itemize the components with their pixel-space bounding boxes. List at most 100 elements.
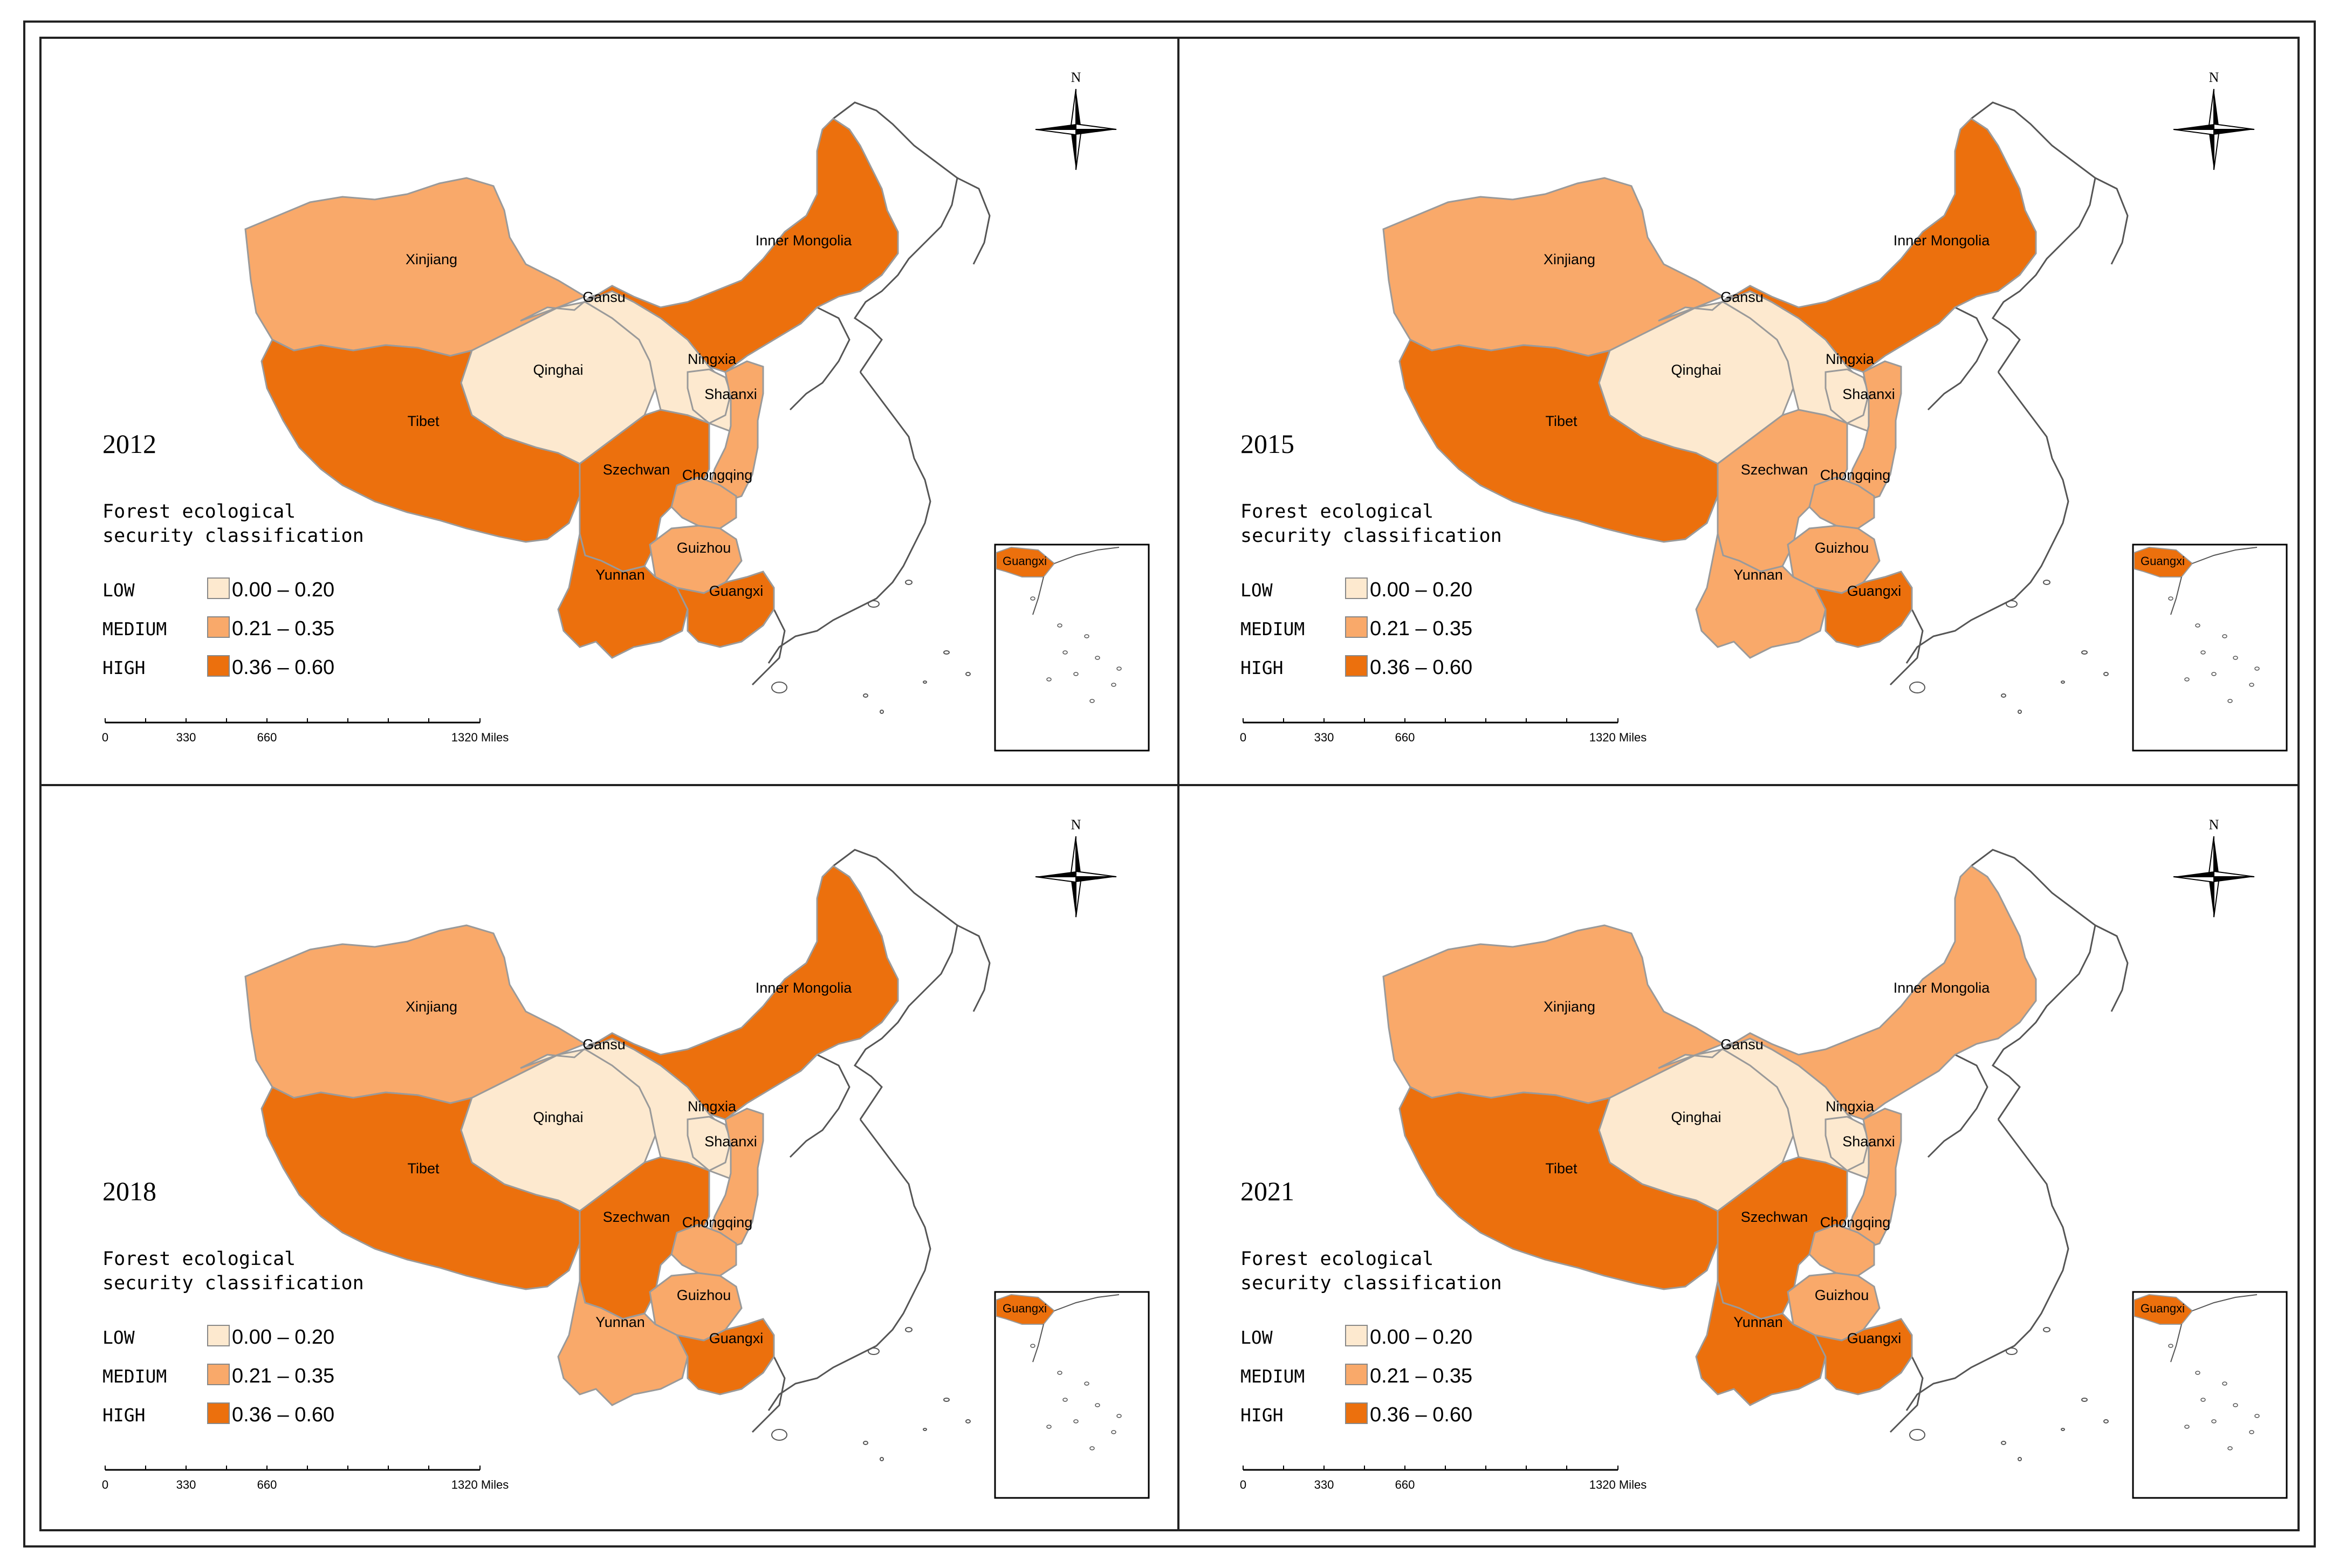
legend-range-high: 0.36 – 0.60 xyxy=(1370,1404,1472,1426)
province-label-shaanxi: Shaanxi xyxy=(704,1133,757,1150)
province-label-gansu: Gansu xyxy=(1720,289,1764,305)
scale-tick-label: 330 xyxy=(176,731,196,744)
scale-bar: 0 330 660 1320 Miles xyxy=(102,1466,509,1491)
province-label-shaanxi: Shaanxi xyxy=(1842,386,1895,402)
legend-title: Forest ecological xyxy=(102,501,296,522)
scale-tick-label: 1320 Miles xyxy=(1589,731,1647,744)
province-ningxia xyxy=(687,1116,732,1172)
province-label-tibet: Tibet xyxy=(1545,413,1577,429)
north-arrow-icon: N xyxy=(1035,70,1117,170)
province-label-gansu: Gansu xyxy=(582,1036,626,1053)
province-inner-mongolia xyxy=(1723,865,2037,1120)
legend: Forest ecological security classification… xyxy=(1240,1248,1502,1426)
scale-tick-label: 0 xyxy=(102,731,108,744)
year-label: 2018 xyxy=(102,1176,156,1206)
province-label-guizhou: Guizhou xyxy=(1815,540,1869,556)
province-layer: Xinjiang Tibet Qinghai Gansu Inner Mongolia N… xyxy=(244,865,899,1406)
province-tibet xyxy=(1398,338,1719,543)
province-label-yunnan: Yunnan xyxy=(1733,1314,1783,1330)
province-guangxi xyxy=(1813,1318,1913,1395)
legend-label-high: HIGH xyxy=(102,657,145,678)
province-shaanxi xyxy=(1846,360,1902,503)
inset-map: Guangxi xyxy=(994,1291,1150,1499)
legend-swatch-low xyxy=(1345,1325,1368,1346)
scale-tick-label: 660 xyxy=(1395,731,1415,744)
province-label-ningxia: Ningxia xyxy=(688,351,737,367)
province-tibet xyxy=(260,338,581,543)
inset-map: Guangxi xyxy=(994,544,1150,752)
year-label: 2015 xyxy=(1240,429,1294,459)
province-label-guangxi: Guangxi xyxy=(1847,1330,1902,1346)
province-label-yunnan: Yunnan xyxy=(595,567,645,583)
legend: Forest ecological security classification… xyxy=(102,1248,364,1426)
legend-subtitle: security classification xyxy=(102,1273,364,1294)
legend-range-medium: 0.21 – 0.35 xyxy=(232,1365,334,1387)
inset-label: Guangxi xyxy=(1003,554,1047,568)
province-chongqing xyxy=(670,476,737,529)
coastline xyxy=(1889,101,2129,714)
legend-title: Forest ecological xyxy=(102,1248,296,1270)
province-label-xinjiang: Xinjiang xyxy=(406,251,457,267)
inset-label: Guangxi xyxy=(2141,1302,2185,1315)
province-label-tibet: Tibet xyxy=(407,1160,440,1177)
province-label-shaanxi: Shaanxi xyxy=(704,386,757,402)
province-label-szechwan: Szechwan xyxy=(603,1209,670,1225)
province-label-chongqing: Chongqing xyxy=(682,1214,753,1230)
scale-tick-label: 1320 Miles xyxy=(451,1478,509,1491)
province-layer: Xinjiang Tibet Qinghai Gansu Inner Mongolia N… xyxy=(1382,865,2037,1406)
legend-range-low: 0.00 – 0.20 xyxy=(1370,579,1472,601)
legend-label-high: HIGH xyxy=(1240,657,1283,678)
year-label: 2021 xyxy=(1240,1176,1294,1206)
province-label-guangxi: Guangxi xyxy=(709,583,764,599)
province-label-xinjiang: Xinjiang xyxy=(1544,999,1595,1015)
province-label-guizhou: Guizhou xyxy=(677,540,731,556)
province-guangxi xyxy=(1813,570,1913,648)
province-label-gansu: Gansu xyxy=(582,289,626,305)
province-label-tibet: Tibet xyxy=(407,413,440,429)
scale-tick-label: 0 xyxy=(1240,1478,1246,1491)
legend-range-high: 0.36 – 0.60 xyxy=(232,1404,334,1426)
legend-label-high: HIGH xyxy=(102,1405,145,1426)
legend-swatch-low xyxy=(207,577,230,599)
legend-subtitle: security classification xyxy=(1240,525,1502,547)
coastline xyxy=(751,849,991,1461)
scale-tick-label: 0 xyxy=(1240,731,1246,744)
coastline xyxy=(751,101,991,714)
province-label-inner-mongolia: Inner Mongolia xyxy=(1894,980,1991,996)
legend-swatch-high xyxy=(207,1402,230,1424)
scale-tick-label: 1320 Miles xyxy=(1589,1478,1647,1491)
province-inner-mongolia xyxy=(1723,118,2037,373)
scale-tick-label: 660 xyxy=(1395,1478,1415,1491)
legend-title: Forest ecological xyxy=(1240,501,1433,522)
legend-label-low: LOW xyxy=(102,580,135,601)
province-shaanxi xyxy=(708,1108,764,1250)
province-label-ningxia: Ningxia xyxy=(688,1098,737,1115)
province-yunnan xyxy=(557,1281,689,1406)
province-label-szechwan: Szechwan xyxy=(1741,462,1808,478)
province-label-inner-mongolia: Inner Mongolia xyxy=(756,980,853,996)
province-label-szechwan: Szechwan xyxy=(1741,1209,1808,1225)
province-guangxi xyxy=(675,1318,775,1395)
scale-tick-label: 660 xyxy=(257,731,277,744)
scale-tick-label: 0 xyxy=(102,1478,108,1491)
legend-range-high: 0.36 – 0.60 xyxy=(1370,656,1472,679)
province-label-szechwan: Szechwan xyxy=(603,462,670,478)
province-yunnan xyxy=(1695,1281,1827,1406)
province-guangxi xyxy=(675,570,775,648)
legend-swatch-medium xyxy=(207,616,230,638)
province-label-guizhou: Guizhou xyxy=(1815,1287,1869,1303)
scale-bar: 0 330 660 1320 Miles xyxy=(1240,1466,1647,1491)
province-label-guizhou: Guizhou xyxy=(677,1287,731,1303)
province-label-guangxi: Guangxi xyxy=(709,1330,764,1346)
scale-tick-label: 660 xyxy=(257,1478,277,1491)
province-label-inner-mongolia: Inner Mongolia xyxy=(1894,232,1991,249)
north-label: N xyxy=(1071,817,1081,833)
legend-swatch-medium xyxy=(1345,616,1368,638)
north-arrow-icon: N xyxy=(2173,70,2255,170)
province-label-chongqing: Chongqing xyxy=(1820,1214,1891,1230)
legend-swatch-low xyxy=(1345,577,1368,599)
province-label-qinghai: Qinghai xyxy=(1671,1109,1721,1125)
legend-subtitle: security classification xyxy=(102,525,364,547)
province-label-xinjiang: Xinjiang xyxy=(406,999,457,1015)
